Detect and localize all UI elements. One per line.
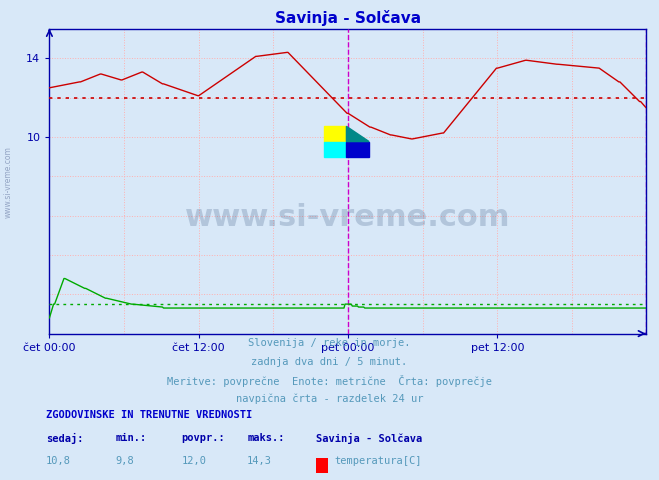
Text: ZGODOVINSKE IN TRENUTNE VREDNOSTI: ZGODOVINSKE IN TRENUTNE VREDNOSTI — [46, 410, 252, 420]
Text: min.:: min.: — [115, 433, 146, 444]
Title: Savinja - Solčava: Savinja - Solčava — [275, 10, 420, 26]
Text: temperatura[C]: temperatura[C] — [335, 456, 422, 467]
Bar — [347, 142, 369, 157]
Text: 12,0: 12,0 — [181, 456, 206, 467]
Text: navpična črta - razdelek 24 ur: navpična črta - razdelek 24 ur — [236, 393, 423, 404]
Text: povpr.:: povpr.: — [181, 433, 225, 444]
Text: 9,8: 9,8 — [115, 456, 134, 467]
Text: 10,8: 10,8 — [46, 456, 71, 467]
Text: maks.:: maks.: — [247, 433, 285, 444]
Text: 14,3: 14,3 — [247, 456, 272, 467]
Text: www.si-vreme.com: www.si-vreme.com — [185, 203, 510, 232]
Text: Meritve: povprečne  Enote: metrične  Črta: povprečje: Meritve: povprečne Enote: metrične Črta:… — [167, 375, 492, 387]
Bar — [324, 126, 347, 142]
Text: Savinja - Solčava: Savinja - Solčava — [316, 433, 422, 444]
Text: zadnja dva dni / 5 minut.: zadnja dva dni / 5 minut. — [251, 357, 408, 367]
Text: www.si-vreme.com: www.si-vreme.com — [3, 146, 13, 218]
Text: Slovenija / reke in morje.: Slovenija / reke in morje. — [248, 338, 411, 348]
Bar — [324, 142, 347, 157]
Text: sedaj:: sedaj: — [46, 433, 84, 444]
Polygon shape — [347, 126, 369, 142]
